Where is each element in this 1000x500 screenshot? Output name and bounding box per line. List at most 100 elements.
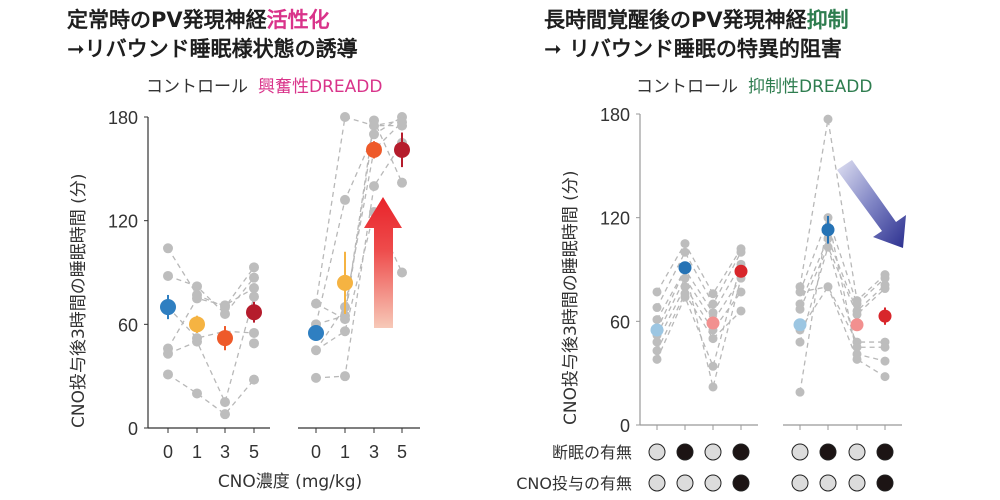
right-title-prefix: 長時間覚醒後のPV発現神経	[544, 8, 807, 32]
chart1-individual-point	[652, 337, 662, 347]
chart1-individual-point	[852, 299, 862, 309]
chart0-subject-line	[167, 287, 255, 349]
cno-indicator	[704, 474, 722, 492]
chart0-individual-point	[163, 369, 173, 380]
chart1-individual-point	[708, 361, 718, 371]
chart0-mean-point	[217, 330, 233, 347]
chart0-individual-point	[340, 194, 350, 205]
chart1-mean-point	[793, 318, 807, 332]
cno-indicator	[732, 474, 750, 492]
chart1-individual-point	[736, 287, 746, 297]
chart0-mean-point	[366, 141, 382, 158]
chart1-ytick-label: 120	[600, 209, 630, 229]
chart0-individual-point	[163, 270, 173, 281]
left-group1-label: コントロール	[146, 77, 248, 97]
chart0-mean-point	[337, 274, 353, 291]
left-xlabel: CNO濃度 (mg/kg)	[218, 472, 362, 492]
chart1-individual-point	[680, 247, 690, 257]
chart1-mean-point	[678, 261, 692, 275]
decrease-arrow	[837, 160, 906, 248]
sleep-deprivation-indicator	[648, 443, 666, 461]
chart0-individual-point	[192, 388, 202, 399]
chart1-subject-line	[656, 264, 742, 369]
chart1-subject-line	[656, 267, 742, 388]
chart1-individual-point	[852, 354, 862, 364]
chart1-subject-line	[799, 285, 885, 343]
chart0-subject-line	[167, 247, 255, 308]
chart0-subject-line	[167, 306, 255, 339]
chart1-individual-point	[736, 306, 746, 316]
chart1-individual-point	[680, 273, 690, 283]
chart0-individual-point	[249, 327, 259, 338]
cno-indicator	[676, 474, 694, 492]
chart1-individual-point	[880, 284, 890, 294]
chart0-mean-point	[189, 316, 205, 333]
chart0-xtick-label: 3	[220, 442, 230, 462]
left-title-line1: 定常時のPV発現神経活性化	[67, 6, 330, 34]
chart1-individual-point	[680, 239, 690, 249]
right-group1-label: コントロール	[636, 77, 738, 97]
chart1-subject-line	[656, 285, 742, 343]
chart0-individual-point	[220, 397, 230, 408]
sleep-deprivation-indicator	[704, 443, 722, 461]
chart1-subject-line	[656, 250, 742, 308]
cno-indicator	[848, 474, 866, 492]
chart0-subject-line	[315, 116, 403, 304]
chart0-individual-point	[249, 374, 259, 385]
chart0-individual-point	[311, 298, 321, 309]
sleep-deprivation-indicator	[791, 443, 809, 461]
chart1-individual-point	[852, 309, 862, 319]
chart1-individual-point	[652, 354, 662, 364]
chart1-individual-point	[880, 342, 890, 352]
right-title-highlight: 抑制	[806, 8, 849, 32]
chart1-individual-point	[708, 299, 718, 309]
chart0-individual-point	[340, 112, 350, 122]
chart0-individual-point	[311, 372, 321, 383]
chart1-subject-line	[799, 286, 886, 378]
chart0-mean-point	[160, 299, 176, 316]
chart1-individual-point	[736, 247, 746, 257]
chart0-individual-point	[249, 283, 259, 294]
chart1-individual-point	[880, 273, 890, 283]
chart0-individual-point	[192, 281, 202, 292]
chart0-individual-point	[369, 181, 379, 192]
sleep-deprivation-indicator	[732, 443, 750, 461]
chart1-subject-line	[656, 263, 742, 320]
chart0-mean-point	[308, 324, 324, 341]
right-ylabel: CNO投与後3時間の睡眠時間 (分)	[561, 171, 581, 425]
sleep-deprivation-indicator	[676, 443, 694, 461]
chart1-mean-point	[850, 318, 864, 332]
sleep-deprivation-indicator	[819, 443, 837, 461]
chart1-mean-point	[734, 264, 748, 278]
chart0-ytick-label: 0	[128, 419, 138, 439]
chart0-individual-point	[163, 348, 173, 359]
chart0-individual-point	[163, 243, 173, 254]
chart0-ytick-label: 120	[108, 212, 138, 232]
row-label-sleep-deprivation: 断眠の有無	[552, 443, 632, 462]
chart0-individual-point	[249, 262, 259, 273]
chart0-subject-line	[315, 124, 402, 321]
chart1-individual-point	[708, 382, 718, 392]
increase-arrow	[364, 197, 402, 328]
left-group2-label: 興奮性DREADD	[258, 77, 383, 97]
right-group-labels: コントロール 抑制性DREADD	[636, 72, 872, 97]
left-group-labels: コントロール 興奮性DREADD	[146, 72, 382, 97]
chart1-subject-line	[799, 217, 886, 393]
chart1-subject-line	[656, 242, 742, 295]
chart0-individual-point	[397, 177, 407, 188]
left-title-line2: ➞リバウンド睡眠様状態の誘導	[67, 37, 358, 61]
left-title-highlight: 活性化	[266, 8, 330, 32]
chart0-xtick-label: 5	[397, 442, 407, 462]
chart1-mean-point	[878, 309, 892, 323]
chart0-ytick-label: 180	[108, 108, 138, 128]
chart0-individual-point	[249, 291, 259, 302]
chart0-individual-point	[397, 120, 407, 131]
chart1-individual-point	[680, 282, 690, 292]
right-title-line1: 長時間覚醒後のPV発現神経抑制	[544, 6, 849, 34]
chart1-individual-point	[852, 342, 862, 352]
chart0-mean-point	[246, 304, 262, 321]
chart1-individual-point	[795, 287, 805, 297]
chart0-subject-line	[315, 116, 403, 325]
cno-indicator	[819, 474, 837, 492]
